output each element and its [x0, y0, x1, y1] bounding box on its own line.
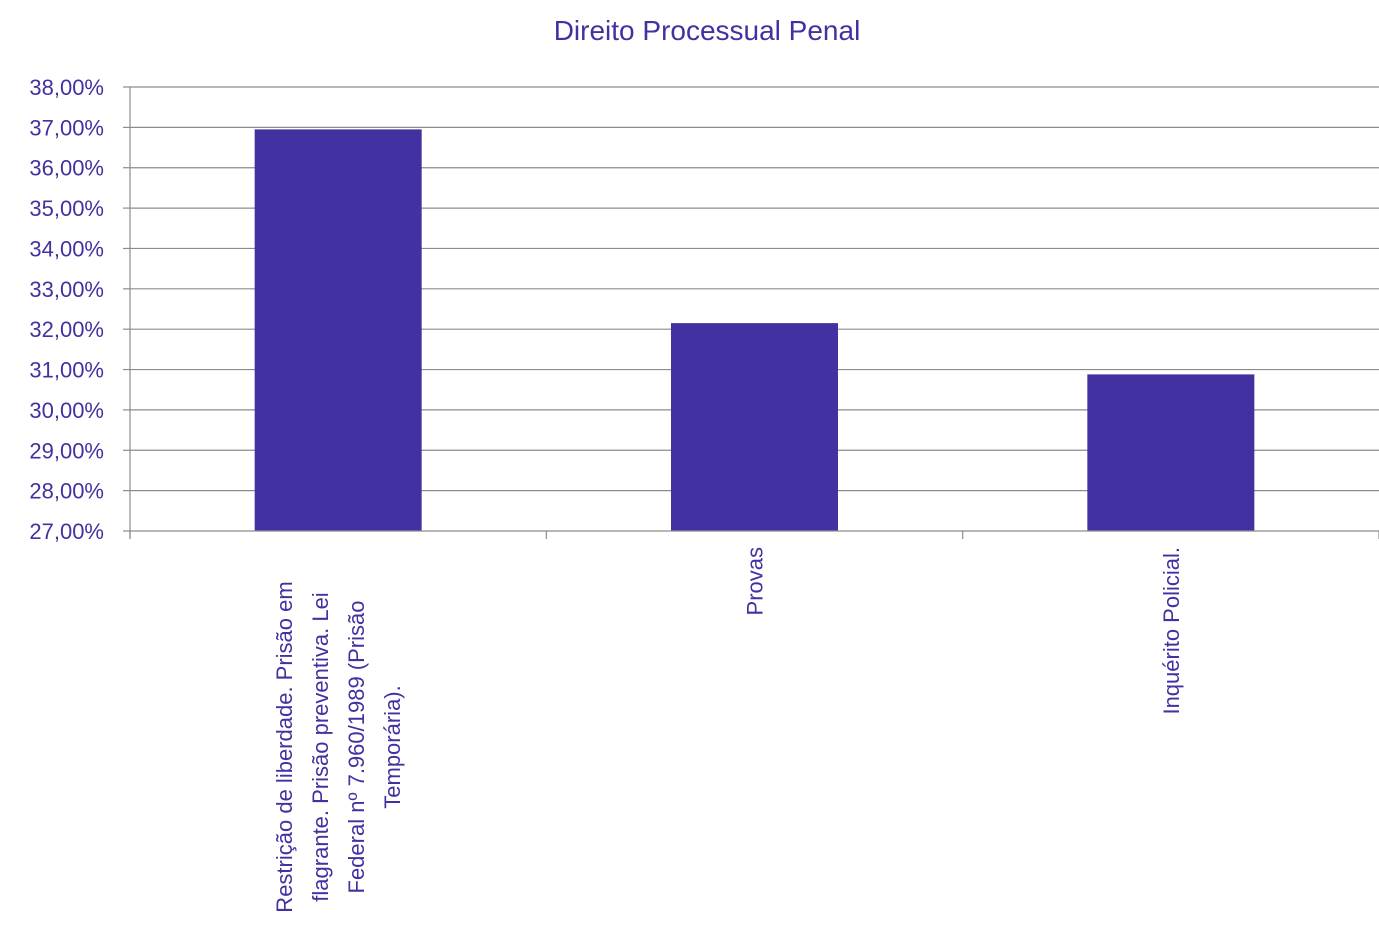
category-label-line: Federal nº 7.960/1989 (Prisão [344, 601, 369, 894]
y-tick-label: 32,00% [29, 317, 104, 342]
y-tick-label: 35,00% [29, 196, 104, 221]
category-label-line: Provas [743, 547, 768, 615]
bar-3 [1087, 374, 1255, 531]
category-label-1: Restrição de liberdade. Prisão em flagran… [272, 581, 405, 912]
y-tick-label: 33,00% [29, 277, 104, 302]
y-tick-label: 36,00% [29, 156, 104, 181]
y-tick-label: 31,00% [29, 358, 104, 383]
chart-title: Direito Processual Penal [554, 15, 861, 46]
category-label-3: Inquérito Policial. [1159, 547, 1184, 715]
category-label-line: Restrição de liberdade. Prisão em [272, 581, 297, 912]
y-tick-label: 30,00% [29, 398, 104, 423]
y-tick-label: 38,00% [29, 75, 104, 100]
category-label-line: flagrante. Prisão preventiva. Lei [308, 592, 333, 901]
category-label-line: Inquérito Policial. [1159, 547, 1184, 715]
bar-1 [254, 129, 422, 531]
y-tick-label: 34,00% [29, 236, 104, 261]
bar-2 [671, 323, 838, 531]
y-tick-label: 27,00% [29, 519, 104, 544]
category-label-2: Provas [743, 547, 768, 615]
y-tick-label: 37,00% [29, 115, 104, 140]
category-labels: Restrição de liberdade. Prisão em flagran… [272, 547, 1184, 913]
bars [254, 129, 1255, 531]
y-tick-label: 29,00% [29, 438, 104, 463]
category-label-line: Temporária). [380, 685, 405, 808]
axes [123, 86, 1379, 539]
y-tick-labels: 27,00% 28,00% 29,00% 30,00% 31,00% 32,00% 33,0… [29, 75, 104, 544]
y-tick-label: 28,00% [29, 479, 104, 504]
